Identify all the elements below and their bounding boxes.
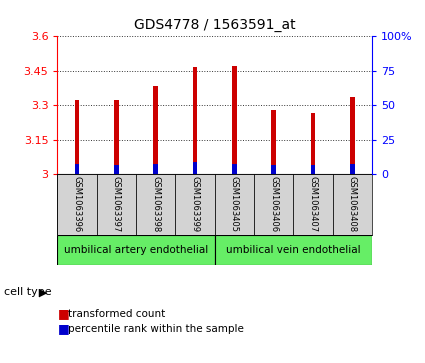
Text: cell type: cell type — [4, 287, 52, 297]
Bar — [293, 174, 332, 235]
Text: GSM1063396: GSM1063396 — [73, 176, 82, 232]
Text: GSM1063405: GSM1063405 — [230, 176, 239, 232]
Text: umbilical artery endothelial: umbilical artery endothelial — [64, 245, 208, 255]
Text: ■: ■ — [57, 322, 69, 335]
Bar — [153, 86, 158, 174]
Text: ▶: ▶ — [39, 287, 48, 297]
Bar — [311, 113, 315, 174]
Text: transformed count: transformed count — [68, 309, 165, 319]
Bar — [271, 110, 276, 174]
Bar — [75, 99, 79, 174]
Bar — [75, 164, 79, 174]
Bar — [175, 174, 215, 235]
Text: GSM1063397: GSM1063397 — [112, 176, 121, 232]
Bar — [350, 97, 354, 174]
Text: GSM1063407: GSM1063407 — [309, 176, 317, 232]
Bar — [232, 164, 237, 174]
Bar — [57, 174, 96, 235]
Bar — [232, 66, 237, 174]
Text: GSM1063406: GSM1063406 — [269, 176, 278, 232]
Bar — [350, 164, 354, 174]
Bar — [136, 174, 175, 235]
Bar — [114, 99, 119, 174]
Bar — [193, 68, 197, 174]
Text: percentile rank within the sample: percentile rank within the sample — [68, 323, 244, 334]
Text: GSM1063398: GSM1063398 — [151, 176, 160, 232]
Bar — [114, 165, 119, 174]
Bar — [57, 235, 215, 265]
Bar — [215, 174, 254, 235]
Bar — [311, 165, 315, 174]
Bar — [96, 174, 136, 235]
Bar — [153, 164, 158, 174]
Text: GSM1063408: GSM1063408 — [348, 176, 357, 232]
Bar — [332, 174, 372, 235]
Title: GDS4778 / 1563591_at: GDS4778 / 1563591_at — [134, 19, 295, 33]
Bar — [193, 162, 197, 174]
Text: ■: ■ — [57, 307, 69, 321]
Text: umbilical vein endothelial: umbilical vein endothelial — [226, 245, 360, 255]
Text: GSM1063399: GSM1063399 — [190, 176, 199, 232]
Bar — [215, 235, 372, 265]
Bar — [271, 165, 276, 174]
Bar — [254, 174, 293, 235]
